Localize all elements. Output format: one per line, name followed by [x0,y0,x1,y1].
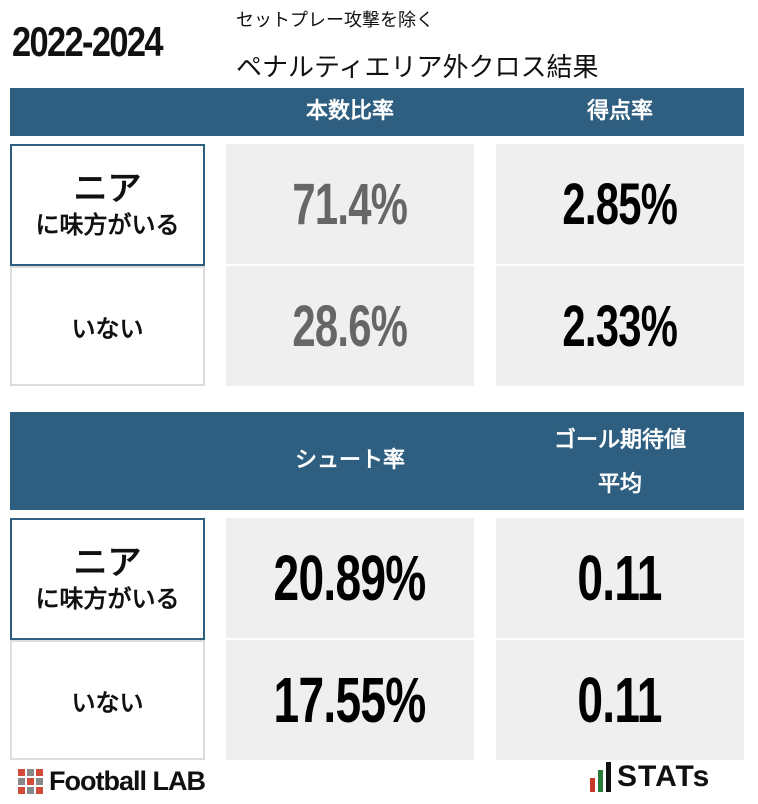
football-lab-logo: Football LAB [18,766,206,797]
value: 2.85% [562,171,679,237]
table2-col-xg-line1: ゴール期待値 [553,428,686,453]
subtitle: セットプレー攻撃を除く [236,10,434,31]
table1-col-scoring-rate: 得点率 [586,99,653,124]
table1-row-label-near: ニア に味方がいる [10,144,205,266]
label-sub: いない [71,688,144,717]
value: 17.55% [274,664,427,736]
bars-logo-icon [590,762,611,792]
year-range: 2022-2024 [12,18,164,65]
page-title: ペナルティエリア外クロス結果 [236,53,599,83]
value: 20.89% [274,542,427,614]
label-main: ニア [73,543,142,583]
table1-cell-scoring-near: 2.85% [496,144,744,264]
table2-cell-xg-near: 0.11 [496,518,744,638]
table2-row-label-near: ニア に味方がいる [10,518,205,640]
value: 0.11 [577,542,663,614]
value: 2.33% [562,293,679,359]
table2-row-label-none: いない [10,640,205,760]
label-sub: に味方がいる [35,585,180,613]
value: 28.6% [292,293,409,359]
football-lab-text: Football LAB [49,766,206,796]
table1-cell-ratio-none: 28.6% [226,266,474,386]
table1-row-label-none: いない [10,266,205,386]
label-sub: いない [71,314,144,343]
stats-text: STATs [617,760,711,793]
table1-col-ratio: 本数比率 [305,99,394,124]
table1-cell-scoring-none: 2.33% [496,266,744,386]
value: 71.4% [292,171,409,237]
table1-cell-ratio-near: 71.4% [226,144,474,264]
stats-logo: STATs [590,762,710,792]
table1-header: 本数比率 得点率 [10,88,744,136]
table2-col-xg-line2: 平均 [597,472,642,497]
table2-col-shot-rate: シュート率 [294,448,405,473]
table2-cell-shot-none: 17.55% [226,640,474,760]
table2-cell-xg-none: 0.11 [496,640,744,760]
table2-header: シュート率 ゴール期待値 平均 [10,412,744,510]
label-main: ニア [73,169,142,209]
value: 0.11 [577,664,663,736]
label-sub: に味方がいる [35,211,180,239]
table2-cell-shot-near: 20.89% [226,518,474,638]
grid-logo-icon [18,769,43,794]
